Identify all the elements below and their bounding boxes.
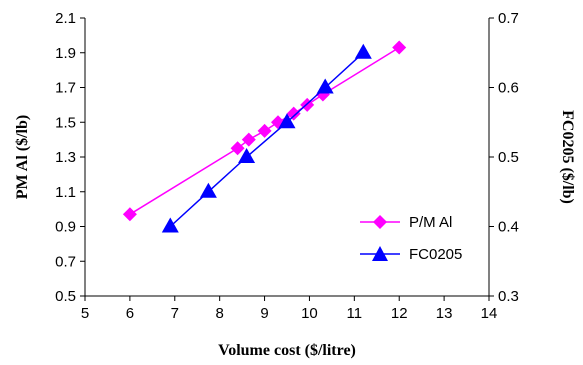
legend-label-fc0205: FC0205 bbox=[409, 246, 462, 263]
y2-tick-label: 0.4 bbox=[498, 219, 519, 236]
y-tick-label: 1.9 bbox=[55, 45, 76, 62]
data-point-fc0205 bbox=[238, 148, 256, 163]
y2-tick-label: 0.7 bbox=[498, 10, 519, 27]
data-point-p-m-al bbox=[257, 123, 272, 138]
y-tick-label: 0.5 bbox=[55, 288, 76, 305]
x-tick-label: 12 bbox=[391, 305, 408, 322]
y2-tick-label: 0.5 bbox=[498, 149, 519, 166]
legend-label-pm-al: P/M Al bbox=[409, 214, 452, 231]
x-tick-label: 11 bbox=[347, 305, 363, 322]
y2-tick-label: 0.3 bbox=[498, 288, 519, 305]
legend: P/M Al FC0205 bbox=[360, 214, 462, 263]
legend-item-pm-al: P/M Al bbox=[360, 214, 452, 231]
x-tick-label: 5 bbox=[81, 305, 89, 322]
legend-swatch-marker-pm-al bbox=[373, 215, 387, 229]
x-tick-label: 10 bbox=[301, 305, 318, 322]
data-point-fc0205 bbox=[354, 43, 372, 59]
data-point-p-m-al bbox=[122, 207, 137, 222]
y-tick-label: 1.7 bbox=[55, 80, 76, 97]
x-tick-label: 14 bbox=[481, 305, 498, 322]
x-axis-title: Volume cost ($/litre) bbox=[218, 342, 356, 359]
x-tick-label: 9 bbox=[260, 305, 268, 322]
y-tick-label: 1.5 bbox=[55, 114, 76, 131]
y2-tick-label: 0.6 bbox=[498, 80, 519, 97]
x-tick-label: 7 bbox=[171, 305, 179, 322]
y-tick-label: 0.9 bbox=[55, 219, 76, 236]
y-tick-label: 1.1 bbox=[55, 184, 76, 201]
y2-axis-title: FC0205 ($/lb) bbox=[559, 110, 576, 204]
x-tick-label: 8 bbox=[215, 305, 223, 322]
data-point-p-m-al bbox=[392, 40, 407, 55]
y-tick-label: 0.7 bbox=[55, 253, 76, 270]
ticks-layer: 5 6 7 8 9 10 11 12 13 14 0.5 0.7 0.9 1.1 1.3 1.5 1.7 1.9 2… bbox=[55, 10, 519, 322]
data-point-p-m-al bbox=[230, 141, 245, 156]
x-tick-label: 13 bbox=[436, 305, 453, 322]
series-layer bbox=[122, 40, 407, 233]
y-tick-label: 1.3 bbox=[55, 149, 76, 166]
legend-item-fc0205: FC0205 bbox=[360, 246, 462, 263]
data-point-fc0205 bbox=[316, 78, 334, 94]
data-point-p-m-al bbox=[241, 132, 256, 147]
data-point-fc0205 bbox=[199, 182, 217, 198]
y-axis-title: PM Al ($/lb) bbox=[14, 115, 31, 199]
data-point-p-m-al bbox=[286, 106, 301, 121]
x-tick-label: 6 bbox=[126, 305, 134, 322]
data-point-fc0205 bbox=[161, 217, 179, 233]
legend-swatch-marker-fc0205 bbox=[372, 246, 388, 261]
y-tick-label: 2.1 bbox=[55, 10, 76, 27]
data-point-fc0205 bbox=[278, 113, 296, 129]
series-line-fc0205 bbox=[169, 52, 364, 228]
